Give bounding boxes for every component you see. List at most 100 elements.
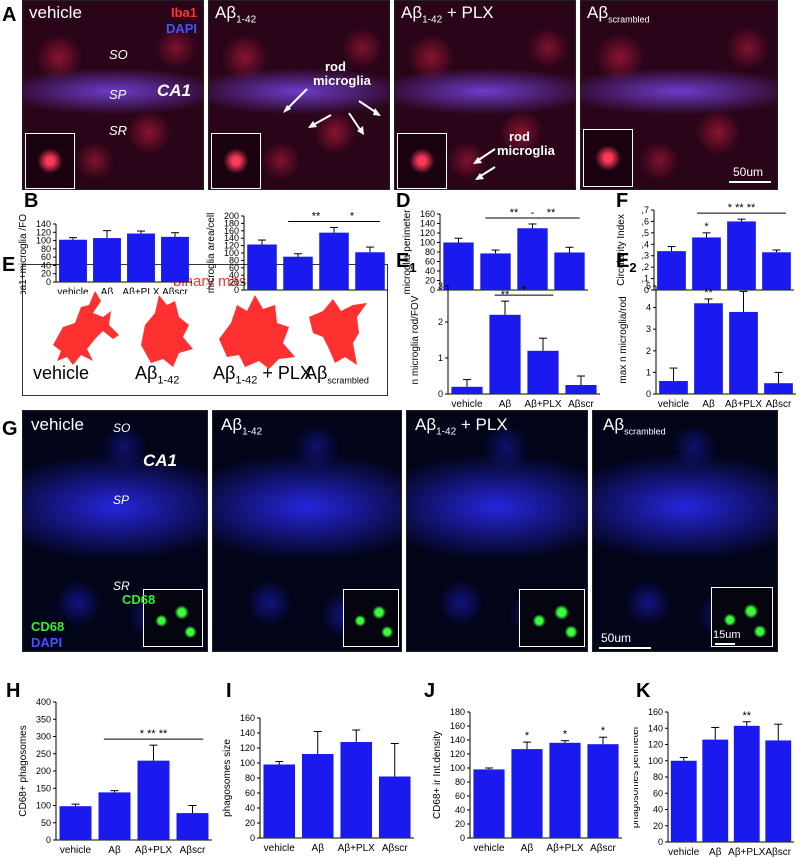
y-tick-label: ,7 [641, 205, 649, 215]
layer-sr: SR [113, 579, 130, 593]
layer-ca1: CA1 [143, 451, 178, 470]
chart-k: 0 20 40 60 80 100 120 140 160 phagosomes perimete… [634, 707, 794, 858]
y-tick-label: 2 [646, 346, 651, 356]
inset-cd68 [343, 589, 399, 647]
x-tick-label: Aβ [108, 845, 121, 856]
significance-label: ** [312, 210, 321, 222]
y-tick-label: 20 [425, 276, 435, 286]
layer-sr: SR [109, 123, 128, 138]
x-tick-label: Aβscr [382, 843, 408, 854]
x-tick-label: Aβ [521, 843, 534, 854]
panel-letter-e: E [2, 254, 16, 276]
y-tick-label: 100 [420, 238, 435, 248]
rod-label: rod [325, 59, 346, 74]
significance-mark: * [601, 725, 606, 737]
scale-bar [599, 647, 651, 649]
bar [702, 739, 729, 842]
y-tick-label: 0 [250, 833, 255, 843]
bar [694, 303, 723, 394]
x-tick-label: Aβ [101, 287, 114, 294]
y-tick-label: 100 [224, 248, 239, 258]
mask-label-vehicle: vehicle [33, 363, 90, 383]
y-tick-label: 100 [36, 236, 51, 246]
y-tick-label: 2 [438, 317, 443, 327]
micrograph-title: Aβscrambled [587, 3, 650, 25]
inset-scale-bar [715, 643, 735, 645]
micrograph-title: Aβ1-42 + PLX [401, 3, 494, 26]
y-tick-label: ,6 [641, 216, 649, 226]
y-tick-label: 20 [229, 278, 239, 288]
y-tick-label: 160 [450, 721, 465, 731]
x-tick-label: Aβscr [590, 843, 616, 854]
inset-cd68 [711, 587, 773, 647]
y-tick-label: 60 [41, 252, 51, 262]
y-tick-label: 0 [46, 277, 51, 287]
significance-mark: * [525, 730, 530, 742]
y-tick-label: 100 [240, 758, 255, 768]
chart-e1: 0 1 2 3 n microglia rod/FOV vehicle Aβ Aβ+PLX Aβ… [410, 281, 600, 408]
bar [263, 764, 296, 838]
y-axis-label: phagosomes size [222, 739, 233, 817]
bar [473, 769, 505, 838]
bar [733, 725, 760, 842]
y-tick-label: 100 [450, 763, 465, 773]
y-tick-label: 40 [653, 805, 663, 815]
bar [340, 742, 373, 838]
y-tick-label: 180 [450, 707, 465, 717]
chart-i: 0 20 40 60 80 100 120 140 160 phagosomes size vehi… [222, 713, 414, 854]
y-axis-label: n microglia rod/FOV [410, 295, 421, 384]
x-tick-label: Aβ+PLX [338, 843, 375, 854]
x-tick-label: vehicle [668, 847, 700, 858]
micrograph-title: Aβ1-42 [215, 3, 257, 26]
panel-letter-j: J [424, 680, 436, 702]
y-tick-label: 150 [36, 783, 51, 793]
bar [480, 253, 511, 290]
mask-label-abeta-plx: Aβ1-42 + PLX [213, 363, 312, 387]
x-tick-label: Aβ [702, 399, 715, 408]
y-axis-label: CD68+ phagosomes [18, 725, 29, 816]
bar [762, 252, 791, 290]
panel-letter-d: D [396, 190, 411, 212]
panel-letter-h: H [6, 680, 21, 702]
bar [451, 386, 483, 394]
significance-mark: ** [742, 710, 751, 722]
y-tick-label: 140 [224, 233, 239, 243]
y-tick-label: 1 [646, 367, 651, 377]
y-tick-label: 60 [425, 257, 435, 267]
y-tick-label: 3 [438, 281, 443, 291]
y-tick-label: 250 [36, 749, 51, 759]
bar [59, 806, 92, 840]
y-tick-label: 0 [644, 285, 649, 294]
x-tick-label: Aβscr [765, 847, 791, 858]
bar [587, 744, 619, 838]
scale-label: 50um [601, 631, 632, 645]
bar [355, 252, 385, 290]
y-tick-label: 40 [455, 805, 465, 815]
micrograph-title: Aβscrambled [603, 415, 666, 437]
y-tick-label: 80 [455, 777, 465, 787]
bar [127, 233, 155, 282]
scale-label: 50um [733, 165, 764, 179]
x-tick-label: Aβ+PLX [524, 399, 561, 408]
y-axis-label: phagosomes perimeter [634, 725, 641, 828]
y-tick-label: 40 [229, 270, 239, 280]
bar [98, 792, 131, 840]
inset-microglia [397, 133, 447, 189]
bar [527, 350, 559, 394]
panel-letter-e2: E2 [616, 250, 637, 275]
significance-label: ** [510, 207, 519, 219]
panel-letter-f: F [616, 190, 629, 212]
micrograph-title: Aβ1-42 + PLX [415, 415, 508, 438]
legend-dapi: DAPI [31, 635, 63, 650]
mask-shapes [53, 291, 367, 369]
y-tick-label: 80 [653, 772, 663, 782]
y-axis-label: microglia perimeter [402, 209, 413, 294]
bar [59, 239, 87, 282]
bar [659, 381, 688, 394]
micrograph-g-abeta-plx: Aβ1-42 + PLX [406, 410, 588, 652]
scale-bar [729, 181, 771, 183]
mask-abeta [141, 295, 193, 367]
layer-so: SO [109, 47, 128, 62]
bar [554, 252, 585, 290]
